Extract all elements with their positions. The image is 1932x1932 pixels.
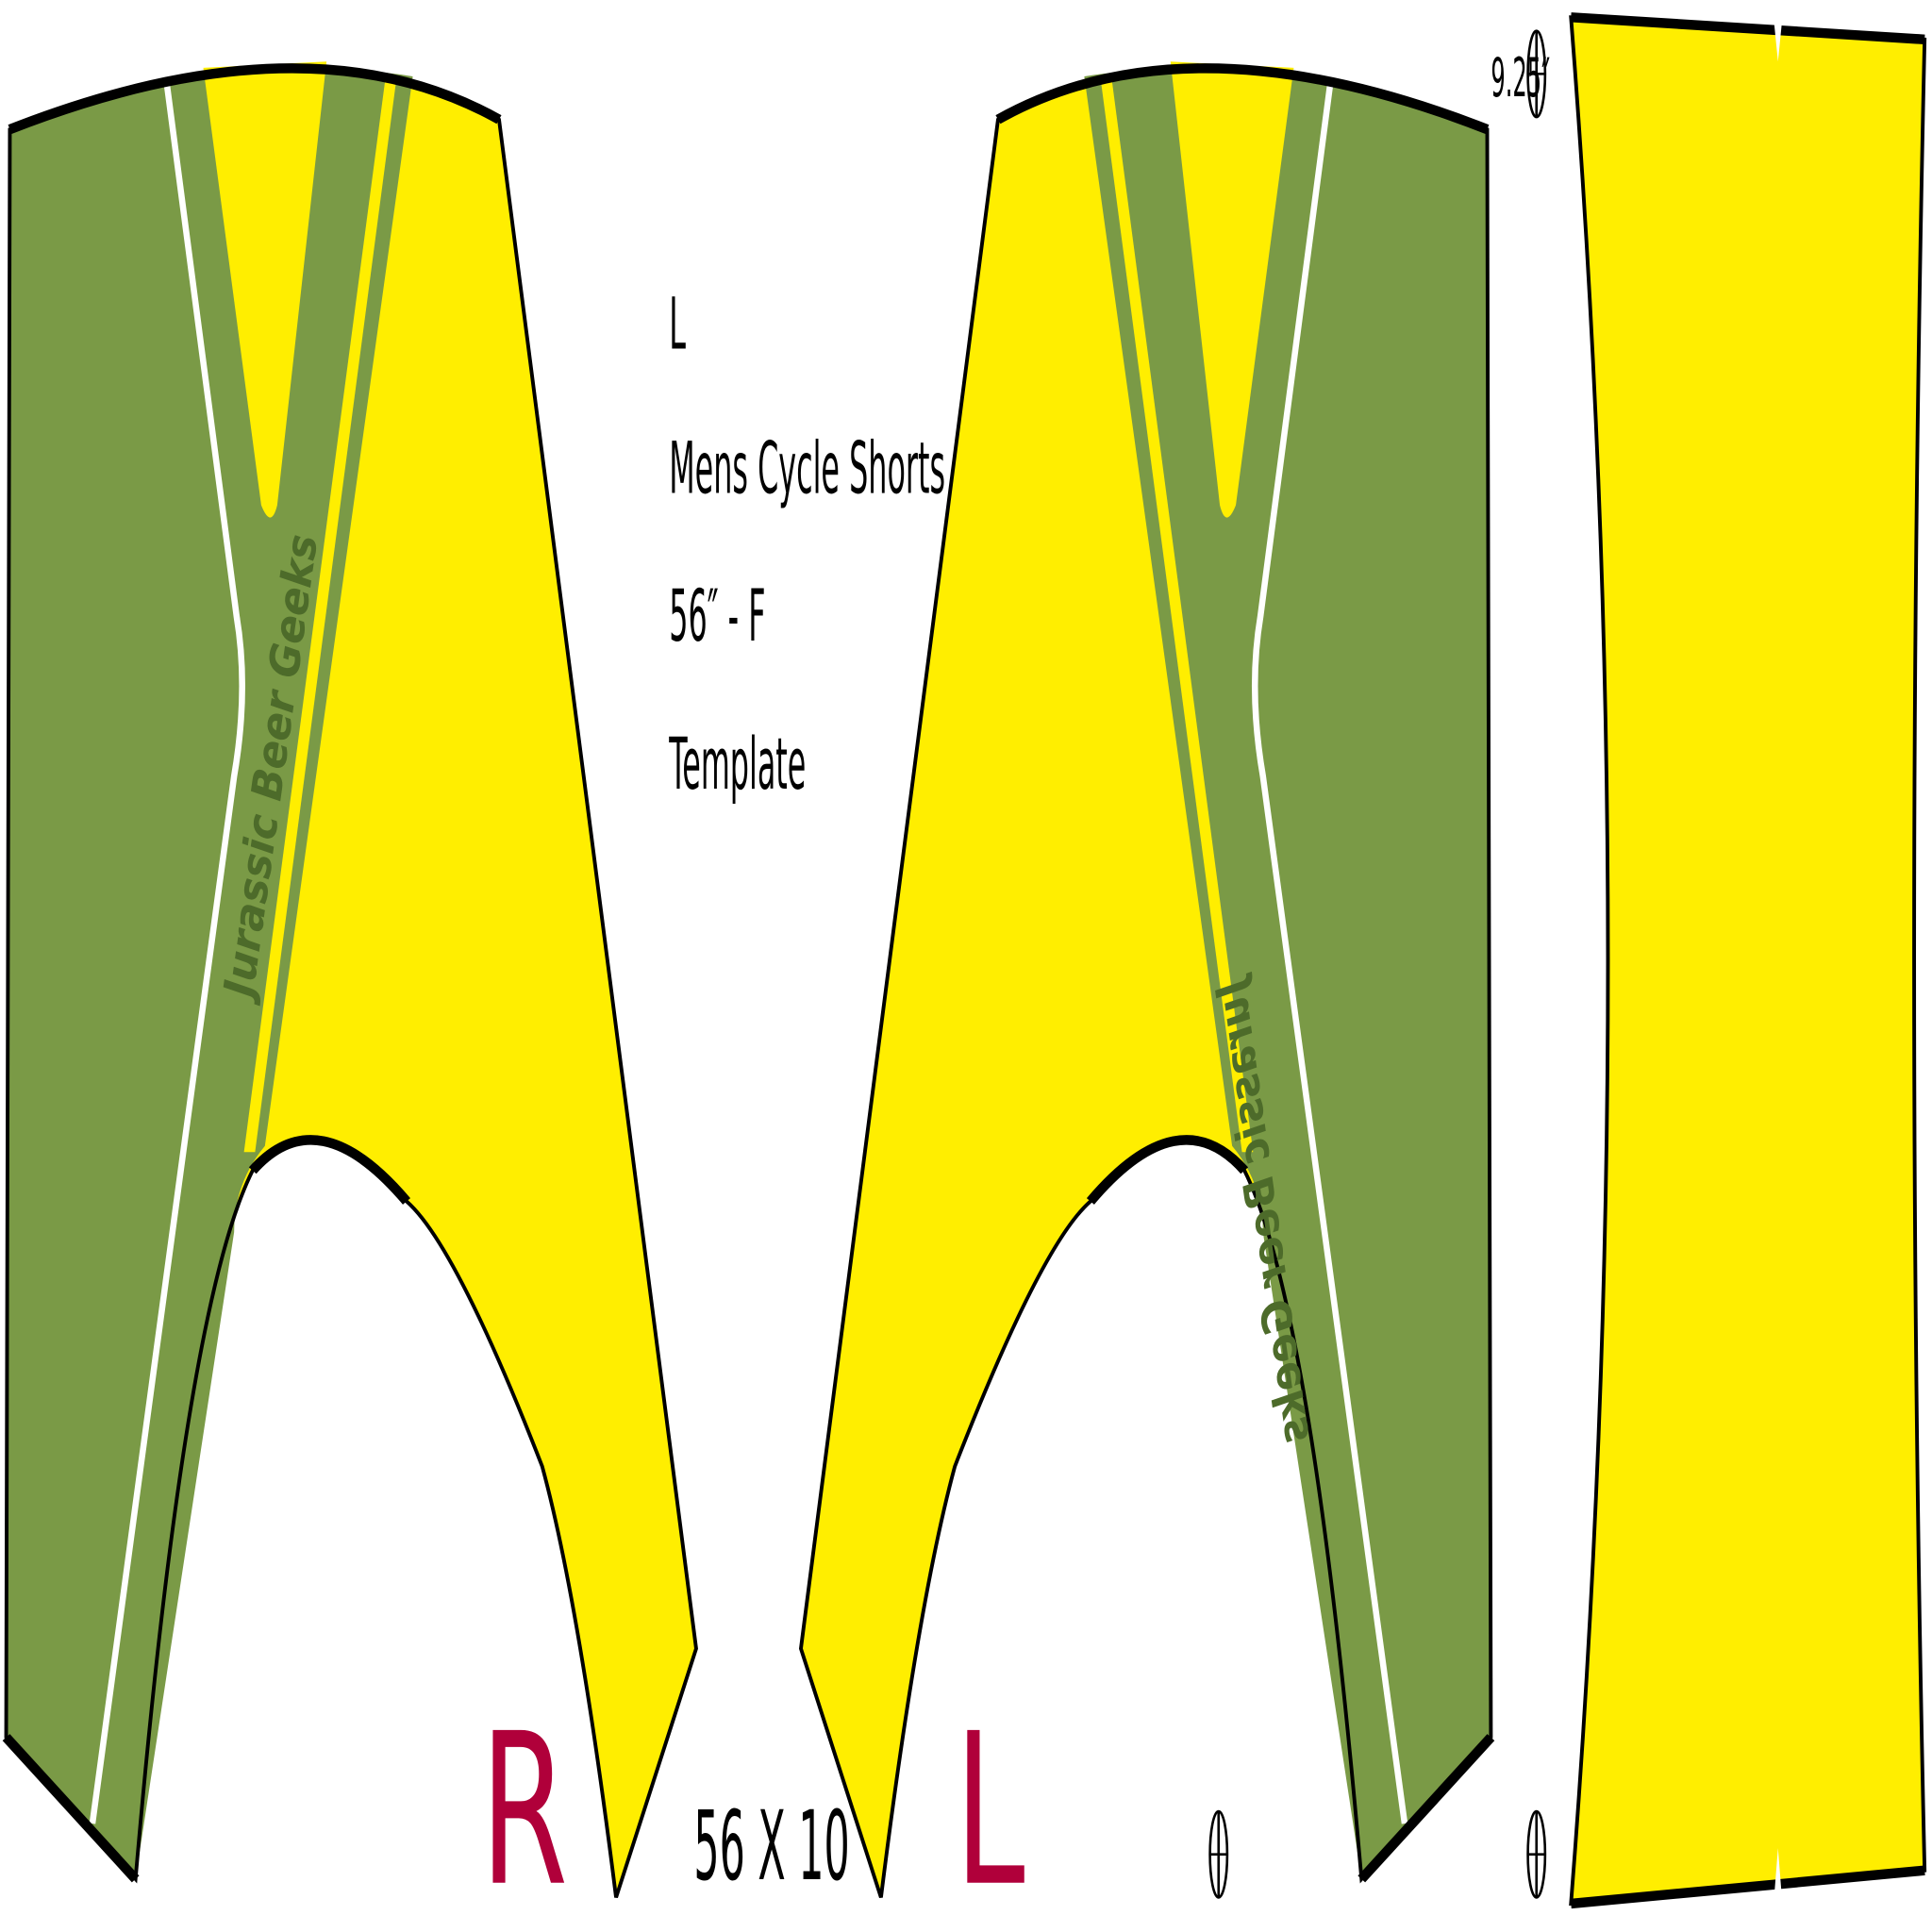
spec-label: 56″ - F — [669, 575, 765, 658]
kind-label: Template — [669, 723, 807, 807]
left-panel — [801, 61, 1491, 1897]
right-panel — [7, 61, 696, 1897]
dimensions-label: 56 X 10 — [693, 1790, 849, 1903]
side-label: L — [955, 1690, 1024, 1932]
registration-marks — [1208, 29, 1547, 1899]
side-label: R — [480, 1690, 568, 1932]
product-label: Mens Cycle Shorts — [669, 426, 945, 510]
waist-height-label: 9.25″ — [1491, 47, 1550, 109]
size-label: L — [669, 282, 686, 366]
